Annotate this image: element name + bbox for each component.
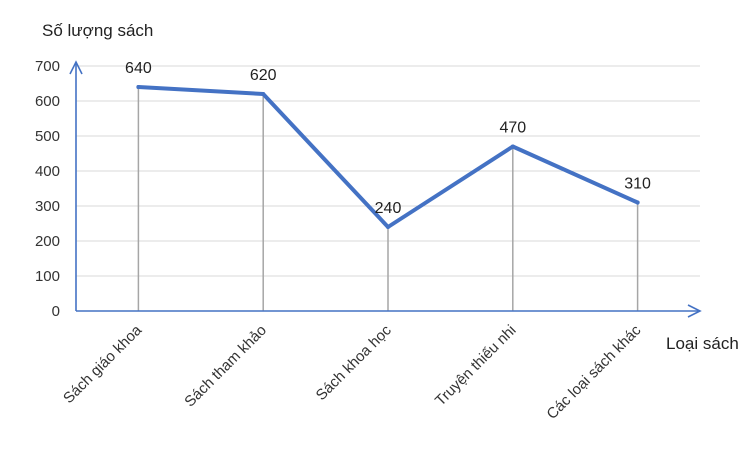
gridlines (76, 65, 700, 277)
y-tick-label: 300 (35, 198, 60, 215)
axes (69, 60, 702, 318)
y-tick-label: 600 (35, 93, 60, 110)
y-tick-label: 200 (35, 233, 60, 250)
y-tick-label: 500 (35, 128, 60, 145)
x-tick-label: Sách giáo khoa (60, 321, 146, 407)
y-tick-label: 0 (52, 303, 60, 320)
data-label: 240 (375, 200, 402, 217)
x-tick-labels: Sách giáo khoa Sách tham khảo Sách khoa họ… (60, 321, 645, 423)
x-tick-label: Truyện thiếu nhi (432, 322, 520, 410)
x-axis-arrow (687, 304, 702, 318)
data-label: 620 (250, 67, 277, 84)
data-point (386, 225, 390, 229)
data-point (635, 200, 640, 205)
data-point (136, 85, 141, 89)
data-point (261, 92, 266, 96)
x-axis-title: Loại sách (666, 334, 739, 353)
data-label: 640 (125, 60, 152, 77)
series-lines (136, 85, 640, 229)
x-tick-label: Các loại sách khác (543, 321, 644, 422)
y-axis-title: Số lượng sách (42, 21, 153, 40)
y-tick-label: 400 (35, 163, 60, 180)
data-labels: 640 620 240 470 310 (125, 60, 651, 217)
data-label: 470 (499, 120, 526, 137)
y-tick-label: 100 (35, 268, 60, 285)
data-point (510, 144, 515, 149)
x-tick-label: Sách khoa học (313, 321, 396, 404)
drop-lines (137, 87, 639, 311)
y-tick-labels: 0 100 200 300 400 500 600 700 (35, 58, 60, 320)
y-tick-label: 700 (35, 58, 60, 75)
x-tick-label: Sách tham khảo (181, 322, 270, 411)
y-axis-arrow (69, 60, 83, 75)
data-label: 310 (624, 176, 651, 193)
